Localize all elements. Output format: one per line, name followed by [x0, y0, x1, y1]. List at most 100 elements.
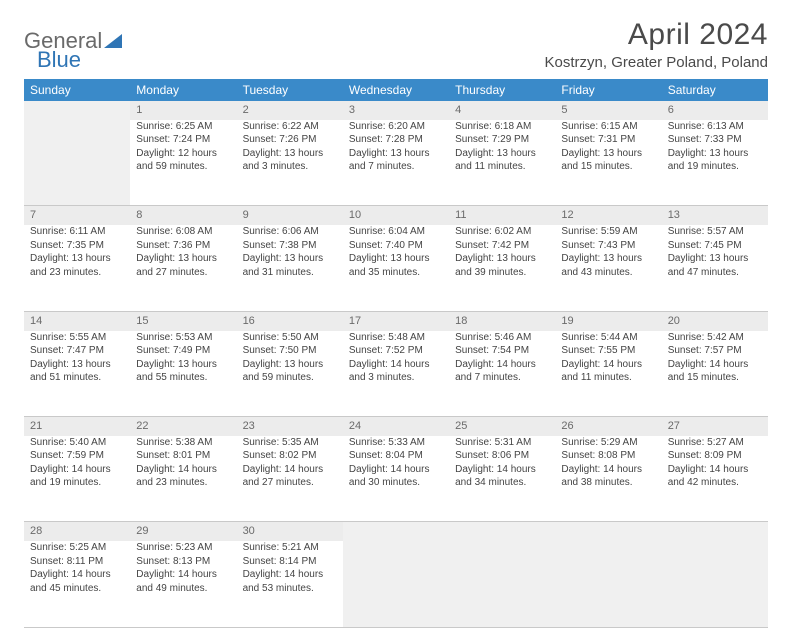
- day-number: 7: [30, 209, 36, 221]
- day-number-cell: 10: [343, 206, 449, 225]
- day-cell: Sunrise: 5:48 AMSunset: 7:52 PMDaylight:…: [343, 331, 449, 417]
- day-cell: Sunrise: 5:21 AMSunset: 8:14 PMDaylight:…: [237, 541, 343, 627]
- sunset-text: Sunset: 7:54 PM: [455, 344, 549, 358]
- calendar-body: 123456Sunrise: 6:25 AMSunset: 7:24 PMDay…: [24, 101, 768, 627]
- day-number-cell: 14: [24, 311, 130, 330]
- day-number-row: 78910111213: [24, 206, 768, 225]
- day-number-cell: 4: [449, 101, 555, 120]
- day-header: Tuesday: [237, 79, 343, 101]
- day-number-cell: 9: [237, 206, 343, 225]
- empty-day-number: [555, 522, 661, 541]
- empty-day-number: [343, 522, 449, 541]
- day-number: 21: [30, 420, 42, 432]
- day-number: 6: [668, 104, 674, 116]
- sunset-text: Sunset: 7:42 PM: [455, 239, 549, 253]
- sunset-text: Sunset: 7:43 PM: [561, 239, 655, 253]
- sunset-text: Sunset: 7:26 PM: [243, 133, 337, 147]
- day-cell: Sunrise: 5:35 AMSunset: 8:02 PMDaylight:…: [237, 436, 343, 522]
- day-number: 3: [349, 104, 355, 116]
- day-cell: Sunrise: 6:18 AMSunset: 7:29 PMDaylight:…: [449, 120, 555, 206]
- day-cell: Sunrise: 5:50 AMSunset: 7:50 PMDaylight:…: [237, 331, 343, 417]
- day-cell: Sunrise: 6:06 AMSunset: 7:38 PMDaylight:…: [237, 225, 343, 311]
- daylight-text: Daylight: 14 hours and 3 minutes.: [349, 358, 443, 385]
- sunrise-text: Sunrise: 6:11 AM: [30, 225, 124, 239]
- calendar-head: SundayMondayTuesdayWednesdayThursdayFrid…: [24, 79, 768, 101]
- daylight-text: Daylight: 13 hours and 27 minutes.: [136, 252, 230, 279]
- sunset-text: Sunset: 7:45 PM: [668, 239, 762, 253]
- day-cell: Sunrise: 5:57 AMSunset: 7:45 PMDaylight:…: [662, 225, 768, 311]
- sunrise-text: Sunrise: 6:18 AM: [455, 120, 549, 134]
- day-number-cell: 27: [662, 417, 768, 436]
- day-number-cell: 13: [662, 206, 768, 225]
- daylight-text: Daylight: 14 hours and 34 minutes.: [455, 463, 549, 490]
- daylight-text: Daylight: 13 hours and 3 minutes.: [243, 147, 337, 174]
- sunrise-text: Sunrise: 5:42 AM: [668, 331, 762, 345]
- sunset-text: Sunset: 7:29 PM: [455, 133, 549, 147]
- day-number: 16: [243, 315, 255, 327]
- day-cell: Sunrise: 6:11 AMSunset: 7:35 PMDaylight:…: [24, 225, 130, 311]
- sunset-text: Sunset: 7:57 PM: [668, 344, 762, 358]
- day-number-cell: 29: [130, 522, 236, 541]
- day-cell: Sunrise: 6:04 AMSunset: 7:40 PMDaylight:…: [343, 225, 449, 311]
- daylight-text: Daylight: 14 hours and 38 minutes.: [561, 463, 655, 490]
- day-content-row: Sunrise: 6:11 AMSunset: 7:35 PMDaylight:…: [24, 225, 768, 311]
- day-number-cell: 26: [555, 417, 661, 436]
- sunset-text: Sunset: 8:01 PM: [136, 449, 230, 463]
- empty-day-number: [662, 522, 768, 541]
- day-number: 20: [668, 315, 680, 327]
- day-cell: Sunrise: 5:25 AMSunset: 8:11 PMDaylight:…: [24, 541, 130, 627]
- sunrise-text: Sunrise: 6:22 AM: [243, 120, 337, 134]
- day-number-cell: 7: [24, 206, 130, 225]
- daylight-text: Daylight: 13 hours and 39 minutes.: [455, 252, 549, 279]
- sunrise-text: Sunrise: 5:35 AM: [243, 436, 337, 450]
- sunrise-text: Sunrise: 6:06 AM: [243, 225, 337, 239]
- day-cell: Sunrise: 6:13 AMSunset: 7:33 PMDaylight:…: [662, 120, 768, 206]
- day-number: 4: [455, 104, 461, 116]
- sunset-text: Sunset: 8:04 PM: [349, 449, 443, 463]
- day-number: 13: [668, 209, 680, 221]
- sunset-text: Sunset: 7:52 PM: [349, 344, 443, 358]
- title-block: April 2024 Kostrzyn, Greater Poland, Pol…: [545, 18, 768, 71]
- day-number-cell: 12: [555, 206, 661, 225]
- day-number-cell: 16: [237, 311, 343, 330]
- sunset-text: Sunset: 7:33 PM: [668, 133, 762, 147]
- day-number: 10: [349, 209, 361, 221]
- daylight-text: Daylight: 14 hours and 19 minutes.: [30, 463, 124, 490]
- day-cell: Sunrise: 6:25 AMSunset: 7:24 PMDaylight:…: [130, 120, 236, 206]
- day-cell: Sunrise: 6:08 AMSunset: 7:36 PMDaylight:…: [130, 225, 236, 311]
- daylight-text: Daylight: 14 hours and 15 minutes.: [668, 358, 762, 385]
- sunset-text: Sunset: 7:24 PM: [136, 133, 230, 147]
- day-number-cell: 22: [130, 417, 236, 436]
- day-number-cell: 11: [449, 206, 555, 225]
- sunset-text: Sunset: 7:40 PM: [349, 239, 443, 253]
- daylight-text: Daylight: 14 hours and 27 minutes.: [243, 463, 337, 490]
- day-cell: Sunrise: 5:27 AMSunset: 8:09 PMDaylight:…: [662, 436, 768, 522]
- daylight-text: Daylight: 14 hours and 42 minutes.: [668, 463, 762, 490]
- day-number: 14: [30, 315, 42, 327]
- day-number: 24: [349, 420, 361, 432]
- empty-day-cell: [24, 120, 130, 206]
- daylight-text: Daylight: 14 hours and 53 minutes.: [243, 568, 337, 595]
- daylight-text: Daylight: 14 hours and 7 minutes.: [455, 358, 549, 385]
- day-cell: Sunrise: 5:40 AMSunset: 7:59 PMDaylight:…: [24, 436, 130, 522]
- sunset-text: Sunset: 7:28 PM: [349, 133, 443, 147]
- sunset-text: Sunset: 7:50 PM: [243, 344, 337, 358]
- day-number-cell: 5: [555, 101, 661, 120]
- day-content-row: Sunrise: 5:25 AMSunset: 8:11 PMDaylight:…: [24, 541, 768, 627]
- day-number-cell: 6: [662, 101, 768, 120]
- day-number-cell: 3: [343, 101, 449, 120]
- daylight-text: Daylight: 13 hours and 15 minutes.: [561, 147, 655, 174]
- sunset-text: Sunset: 7:49 PM: [136, 344, 230, 358]
- day-cell: Sunrise: 6:20 AMSunset: 7:28 PMDaylight:…: [343, 120, 449, 206]
- day-number-cell: 28: [24, 522, 130, 541]
- sunrise-text: Sunrise: 5:57 AM: [668, 225, 762, 239]
- sunrise-text: Sunrise: 5:25 AM: [30, 541, 124, 555]
- sunrise-text: Sunrise: 6:08 AM: [136, 225, 230, 239]
- day-cell: Sunrise: 6:15 AMSunset: 7:31 PMDaylight:…: [555, 120, 661, 206]
- day-number-cell: 24: [343, 417, 449, 436]
- sunrise-text: Sunrise: 5:44 AM: [561, 331, 655, 345]
- sunrise-text: Sunrise: 5:40 AM: [30, 436, 124, 450]
- day-number: 27: [668, 420, 680, 432]
- day-header: Thursday: [449, 79, 555, 101]
- sunrise-text: Sunrise: 5:31 AM: [455, 436, 549, 450]
